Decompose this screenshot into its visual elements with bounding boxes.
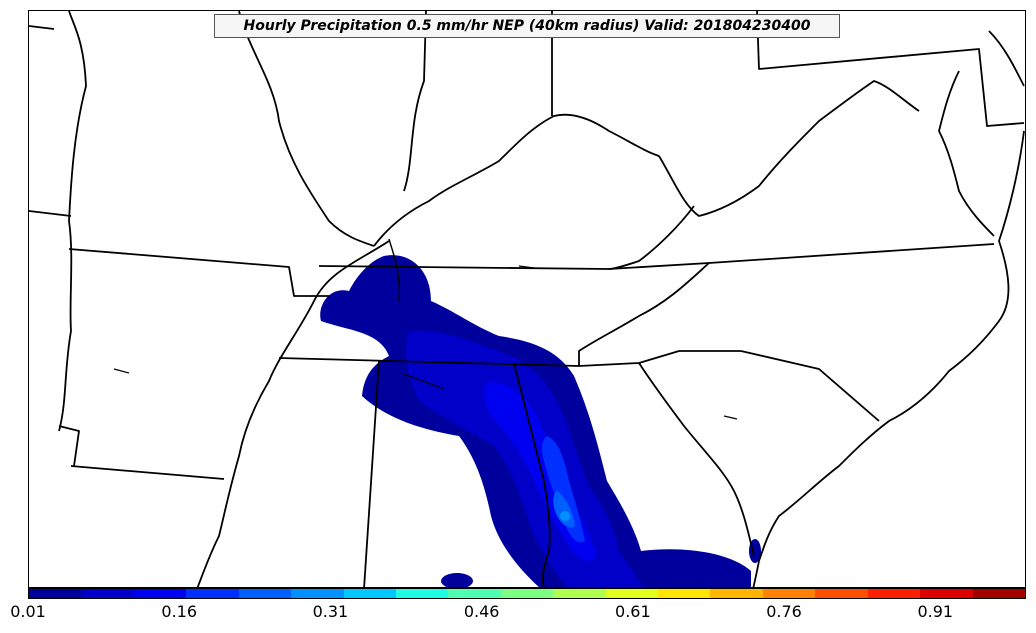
colorbar-tick-label: 0.46	[463, 602, 500, 621]
border-ky-va	[608, 205, 695, 270]
border-nc-va-inner	[578, 262, 710, 366]
border-ga-sc	[638, 362, 755, 557]
colorbar-segment	[710, 589, 763, 598]
colorbar-segment	[29, 589, 82, 598]
map-canvas	[29, 11, 1025, 587]
small-lakes	[113, 265, 738, 420]
border-ar-la	[70, 465, 225, 480]
precip-probability-field	[320, 255, 761, 587]
colorbar-tick-label: 0.61	[615, 602, 651, 621]
west-edge-ok-ar	[29, 210, 72, 217]
colorbar-tick-labels: 0.01 0.16 0.31 0.46 0.61 0.76 0.91	[0, 602, 1036, 626]
colorbar-segment	[553, 589, 606, 598]
colorbar-segment	[815, 589, 868, 598]
colorbar-segment	[81, 589, 134, 598]
border-pa-md	[756, 11, 1025, 127]
border-ky-tn	[318, 243, 995, 270]
border-il-in	[403, 11, 427, 192]
ohio-river-border	[373, 113, 660, 247]
colorbar-tick-label: 0.76	[766, 602, 802, 621]
colorbar-segment	[291, 589, 344, 598]
precip-peak-spot	[560, 511, 570, 521]
colorbar-tick-label: 0.16	[161, 602, 198, 621]
colorbar-segment	[605, 589, 659, 598]
map-panel[interactable]	[28, 10, 1026, 588]
louisiana-border	[58, 425, 80, 467]
state-borders	[29, 11, 1025, 587]
precip-swath-peak	[553, 491, 575, 528]
west-edge-top	[29, 25, 55, 30]
border-wv	[658, 80, 920, 217]
colorbar-tick-label: 0.31	[312, 602, 349, 621]
precip-patch-gulf	[441, 573, 473, 587]
colorbar-segment	[133, 589, 187, 598]
colorbar-segment	[395, 589, 449, 598]
border-illinois-west	[238, 11, 375, 247]
colorbar-tick-label: 0.01	[10, 602, 46, 621]
border-mo-ar	[68, 248, 329, 297]
colorbar-segment	[658, 589, 711, 598]
kentucky-lake	[388, 238, 401, 302]
delaware-peninsula	[988, 30, 1025, 87]
border-al-ga	[513, 362, 551, 587]
colorbar-segment	[448, 589, 501, 598]
atlantic-coastline	[752, 130, 1025, 587]
colorbar-segment	[762, 589, 816, 598]
colorbar	[28, 588, 1026, 599]
colorbar-segment	[972, 589, 1026, 598]
colorbar-tick-label: 0.91	[917, 602, 954, 621]
mississippi-river-border	[58, 11, 87, 432]
colorbar-segment	[343, 589, 396, 598]
river-lower-west	[196, 240, 390, 587]
colorbar-segment	[920, 589, 973, 598]
border-sc-nc	[740, 350, 880, 422]
chesapeake-bay	[938, 70, 995, 237]
map-title: Hourly Precipitation 0.5 mm/hr NEP (40km…	[214, 14, 840, 38]
colorbar-segment	[186, 589, 239, 598]
colorbar-segment	[238, 589, 292, 598]
border-ms-al	[363, 360, 380, 587]
colorbar-segment	[500, 589, 554, 598]
precip-swath-core	[542, 436, 585, 543]
colorbar-segment	[867, 589, 921, 598]
